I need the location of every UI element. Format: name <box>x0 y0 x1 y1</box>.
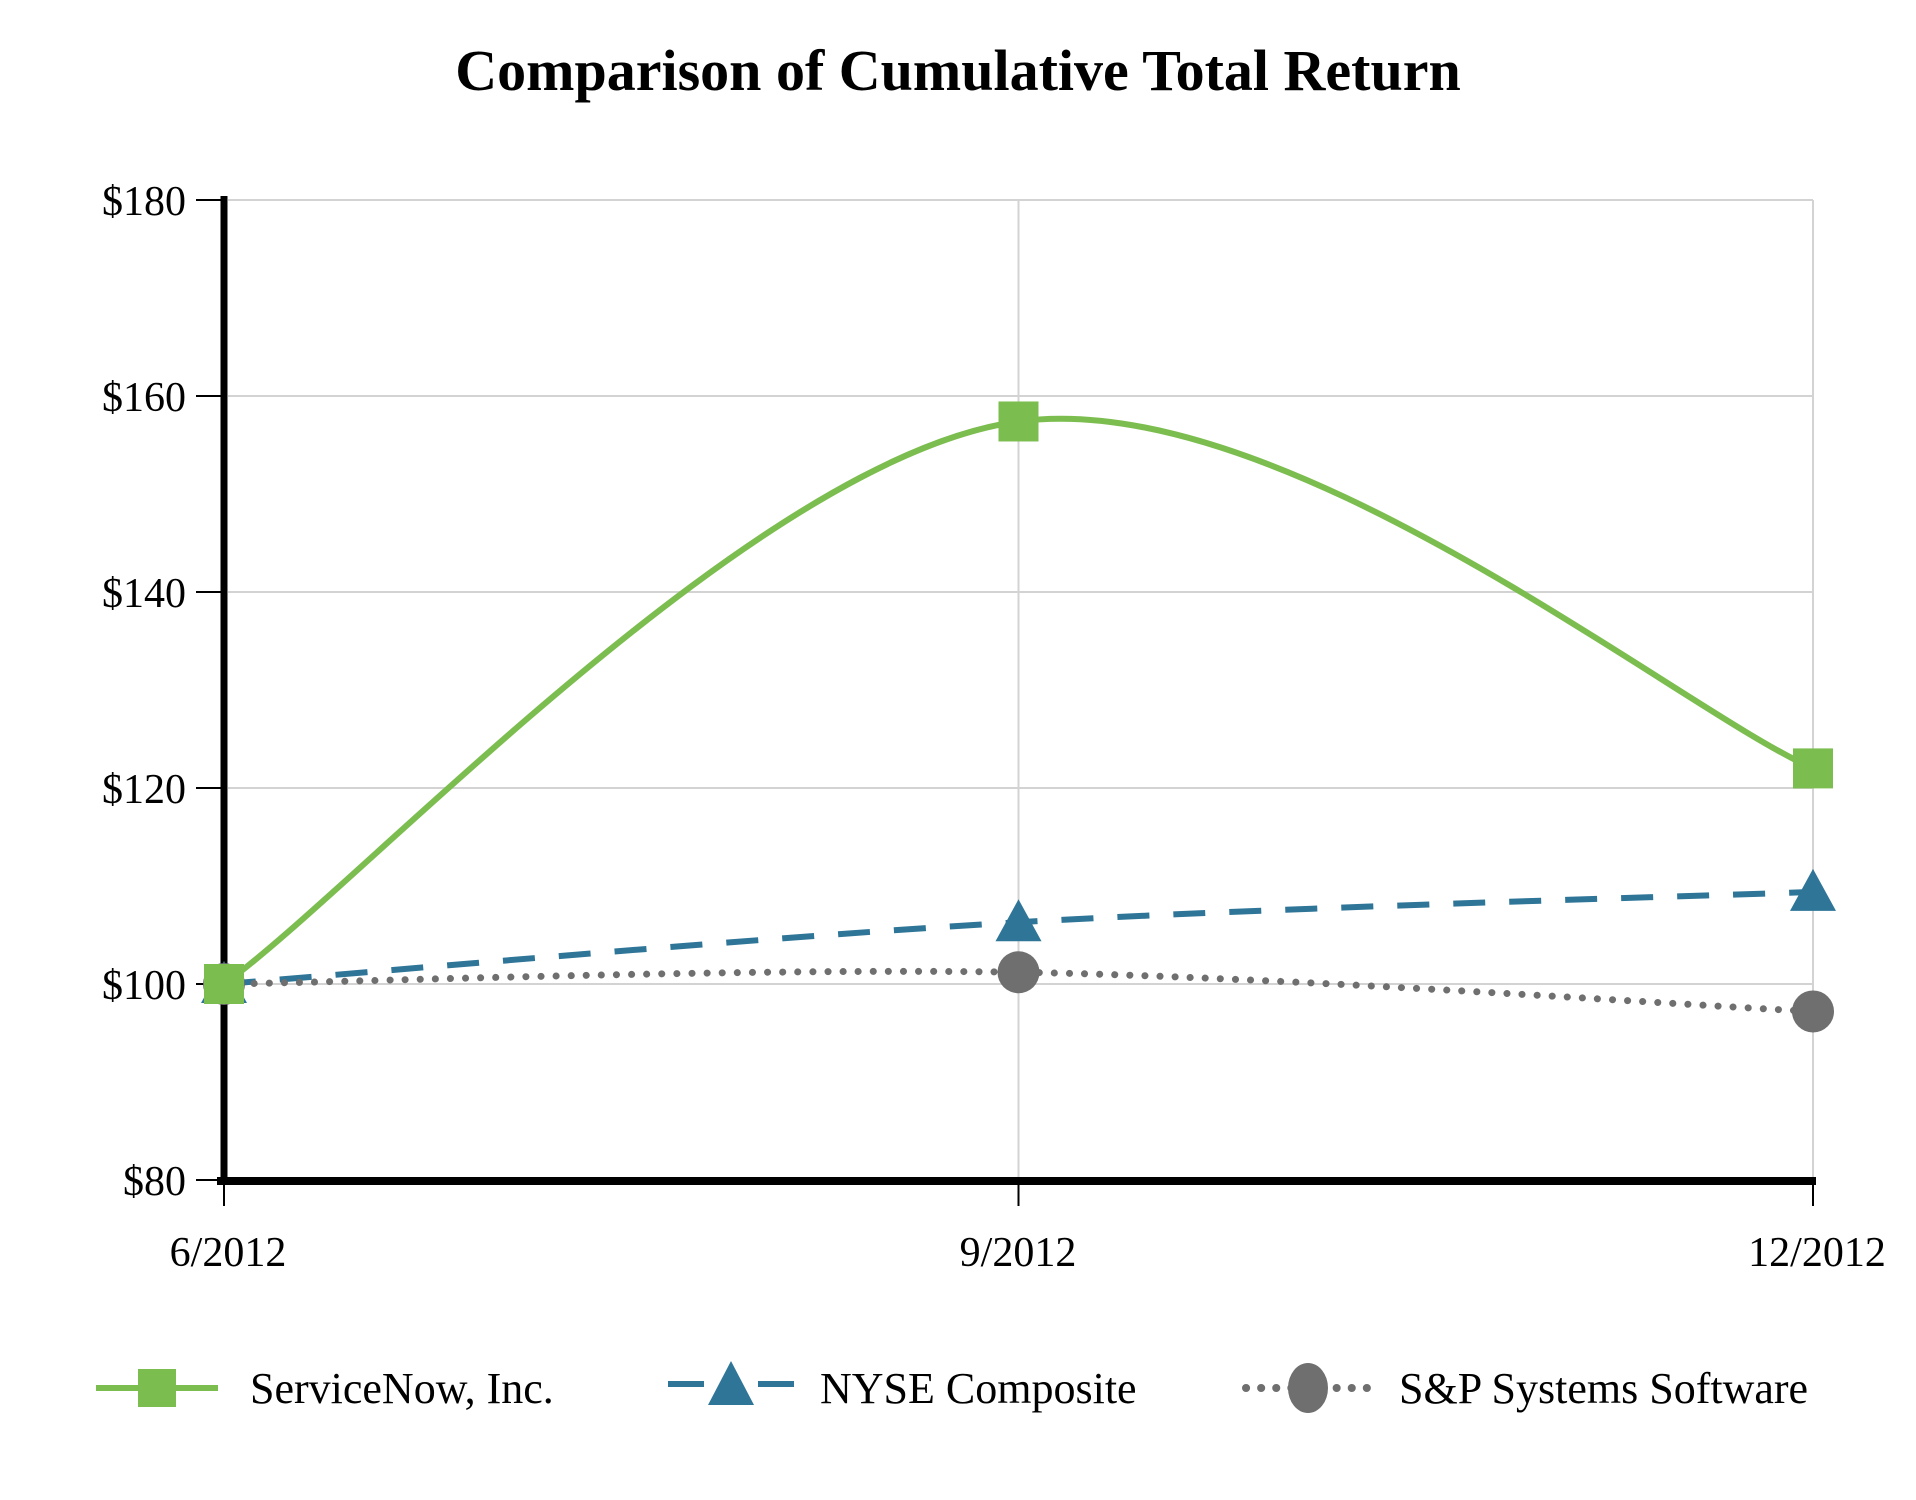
series-marker-sp-systems-software-2 <box>1792 990 1834 1033</box>
series-marker-servicenow-2 <box>1793 748 1833 789</box>
legend-square-marker-servicenow <box>138 1369 176 1407</box>
series-marker-nyse-composite-1 <box>995 899 1042 942</box>
legend-item-nyse-composite: NYSE Composite <box>668 1361 1137 1413</box>
series-layer <box>201 401 1836 1033</box>
axes <box>217 196 1816 1185</box>
y-label-100: $100 <box>102 963 186 1009</box>
legend-triangle-marker-nyse-composite <box>708 1361 754 1405</box>
x-label-9-2012: 9/2012 <box>960 1230 1077 1276</box>
x-label-6-2012: 6/2012 <box>170 1230 287 1276</box>
y-axis-ticks <box>196 199 221 1181</box>
series-marker-sp-systems-software-1 <box>997 951 1040 994</box>
series-line-sp-systems-software <box>220 967 1817 1015</box>
y-label-80: $80 <box>123 1159 186 1205</box>
series-marker-servicenow-0 <box>204 964 244 1004</box>
legend-label-nyse-composite: NYSE Composite <box>820 1364 1137 1413</box>
chart-title: Comparison of Cumulative Total Return <box>455 38 1460 103</box>
legend-item-servicenow: ServiceNow, Inc. <box>96 1364 554 1413</box>
y-axis-labels: $180 $160 $140 $120 $100 $80 <box>102 179 186 1205</box>
series-marker-servicenow-1 <box>998 401 1039 442</box>
legend: ServiceNow, Inc. NYSE Composite S&P Syst… <box>96 1361 1808 1413</box>
y-label-120: $120 <box>102 767 186 813</box>
gridlines <box>228 199 1814 1177</box>
legend-label-servicenow: ServiceNow, Inc. <box>250 1364 554 1413</box>
x-axis-ticks <box>223 1185 1814 1206</box>
y-label-160: $160 <box>102 375 186 421</box>
series-marker-nyse-composite-2 <box>1790 868 1836 911</box>
x-label-12-2012: 12/2012 <box>1748 1230 1886 1276</box>
y-label-180: $180 <box>102 179 186 225</box>
legend-item-sp-systems-software: S&P Systems Software <box>1242 1363 1808 1413</box>
x-axis-labels: 6/2012 9/2012 12/2012 <box>170 1230 1886 1276</box>
legend-circle-marker-sp-systems-software <box>1288 1363 1328 1413</box>
y-label-140: $140 <box>102 571 186 617</box>
legend-label-sp-systems-software: S&P Systems Software <box>1399 1364 1808 1413</box>
